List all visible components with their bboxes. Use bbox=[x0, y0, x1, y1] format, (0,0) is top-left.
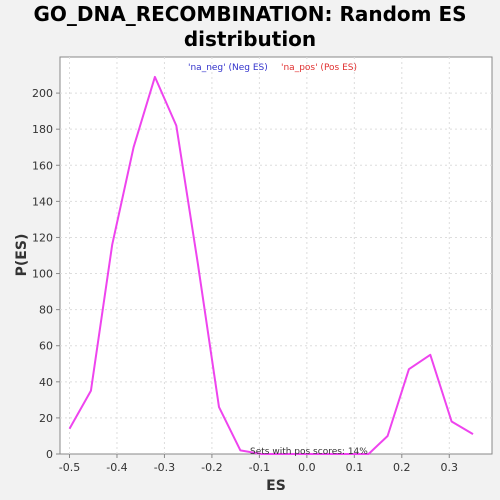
y-tick-label: 40 bbox=[39, 376, 53, 389]
y-tick-label: 160 bbox=[32, 159, 53, 172]
pos-scores-annotation: Sets with pos scores: 14% bbox=[250, 447, 368, 457]
y-tick-label: 60 bbox=[39, 340, 53, 353]
x-tick-label: 0.0 bbox=[298, 461, 316, 474]
plot-area bbox=[59, 56, 493, 455]
chart-title-line-2: distribution bbox=[183, 27, 317, 51]
chart-title: GO_DNA_RECOMBINATION: Random ES distribu… bbox=[0, 2, 500, 52]
x-tick-label: 0.3 bbox=[441, 461, 459, 474]
y-tick-label: 180 bbox=[32, 123, 53, 136]
chart-title-line-1: GO_DNA_RECOMBINATION: Random ES bbox=[33, 2, 467, 26]
x-tick-label: -0.2 bbox=[201, 461, 222, 474]
y-tick-label: 200 bbox=[32, 87, 53, 100]
y-tick-label: 80 bbox=[39, 304, 53, 317]
y-tick-label: 100 bbox=[32, 268, 53, 281]
x-tick-label: -0.4 bbox=[106, 461, 127, 474]
legend-entry-pos: 'na_pos' (Pos ES) bbox=[281, 63, 357, 73]
y-tick-label: 120 bbox=[32, 231, 53, 244]
x-tick-label: -0.1 bbox=[249, 461, 270, 474]
x-tick-label: 0.2 bbox=[393, 461, 411, 474]
x-tick-label: 0.1 bbox=[346, 461, 364, 474]
y-axis-title: P(ES) bbox=[14, 234, 30, 277]
series-line bbox=[68, 75, 474, 455]
y-axis: 0 20 40 60 80 100 120 140 160 180 200 bbox=[32, 87, 60, 461]
x-tick-label: -0.5 bbox=[59, 461, 80, 474]
x-axis-title: ES bbox=[266, 478, 286, 494]
legend-entry-neg: 'na_neg' (Neg ES) bbox=[188, 63, 268, 73]
series-layer bbox=[68, 75, 474, 455]
y-tick-label: 140 bbox=[32, 195, 53, 208]
x-tick-label: -0.3 bbox=[154, 461, 175, 474]
grid bbox=[60, 57, 492, 454]
x-axis: -0.5 -0.4 -0.3 -0.2 -0.1 0.0 0.1 0.2 0.3 bbox=[59, 454, 458, 474]
y-tick-label: 20 bbox=[39, 412, 53, 425]
y-tick-label: 0 bbox=[46, 448, 53, 461]
